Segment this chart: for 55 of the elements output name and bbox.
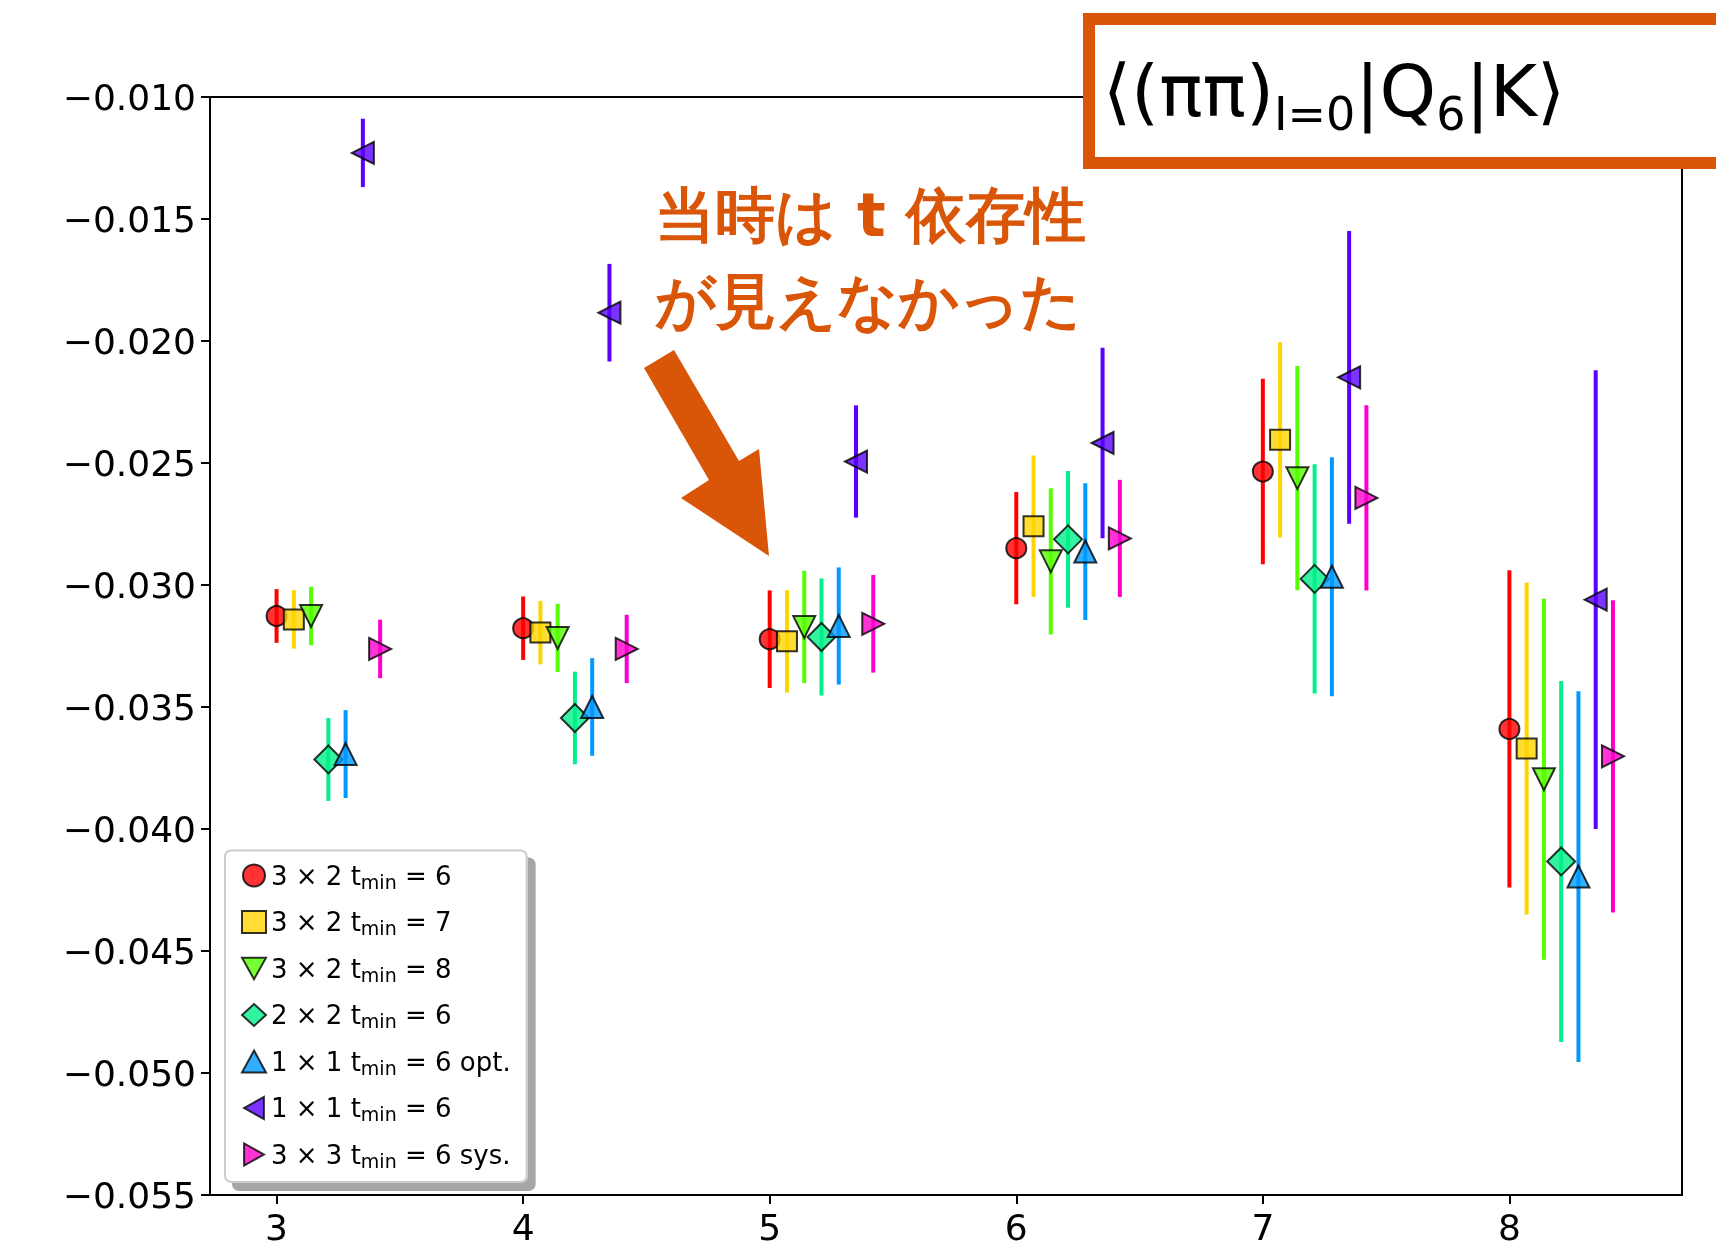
point	[1038, 549, 1063, 574]
point	[775, 630, 798, 653]
point	[1498, 717, 1521, 740]
point	[333, 742, 358, 767]
point	[580, 695, 605, 719]
point	[1600, 744, 1625, 769]
annotation: 当時は t 依存性	[655, 179, 1087, 252]
point	[1285, 466, 1310, 491]
y-tick-label: −0.045	[62, 930, 196, 972]
point	[844, 449, 868, 474]
point	[545, 625, 570, 650]
y-tick-label: −0.020	[62, 320, 196, 362]
point	[1354, 485, 1379, 510]
point	[1566, 864, 1591, 889]
point	[1319, 564, 1344, 589]
point	[792, 614, 817, 639]
point	[368, 636, 393, 661]
y-tick-label: −0.010	[62, 76, 196, 118]
point	[1073, 539, 1098, 564]
y-tick-label: −0.035	[62, 686, 196, 728]
x-tick-label: 7	[1251, 1206, 1275, 1248]
point	[1005, 537, 1028, 560]
y-tick-label: −0.030	[62, 564, 196, 606]
point	[1053, 524, 1084, 555]
chart-title: ⟨(ππ)$_{I=0}$|Q$_{6}$|K⟩	[1103, 48, 1566, 143]
point	[861, 611, 886, 636]
point	[529, 621, 552, 644]
y-tick-label: −0.015	[62, 198, 196, 240]
point	[350, 140, 375, 165]
point	[1583, 587, 1608, 612]
y-tick-label: −0.055	[62, 1174, 196, 1216]
point	[1546, 846, 1577, 877]
point	[1515, 737, 1538, 760]
point	[826, 613, 851, 638]
y-tick-label: −0.040	[62, 808, 196, 850]
x-tick-label: 6	[1004, 1206, 1028, 1248]
x-tick-label: 3	[265, 1206, 289, 1248]
x-tick-label: 5	[758, 1206, 782, 1248]
point	[1251, 460, 1274, 483]
y-tick-label: −0.050	[62, 1052, 196, 1094]
point	[1269, 428, 1292, 451]
point	[1090, 430, 1115, 455]
point	[1022, 515, 1045, 538]
point	[1531, 767, 1556, 792]
point	[299, 603, 324, 628]
point	[614, 636, 639, 661]
x-tick-label: 4	[511, 1206, 535, 1248]
y-tick-label: −0.025	[62, 442, 196, 484]
point	[597, 300, 622, 325]
point	[559, 702, 590, 733]
point	[1337, 365, 1362, 390]
point	[1107, 526, 1132, 551]
annotation: が見えなかった	[655, 265, 1082, 338]
point	[282, 608, 305, 631]
x-tick-label: 8	[1497, 1206, 1521, 1248]
